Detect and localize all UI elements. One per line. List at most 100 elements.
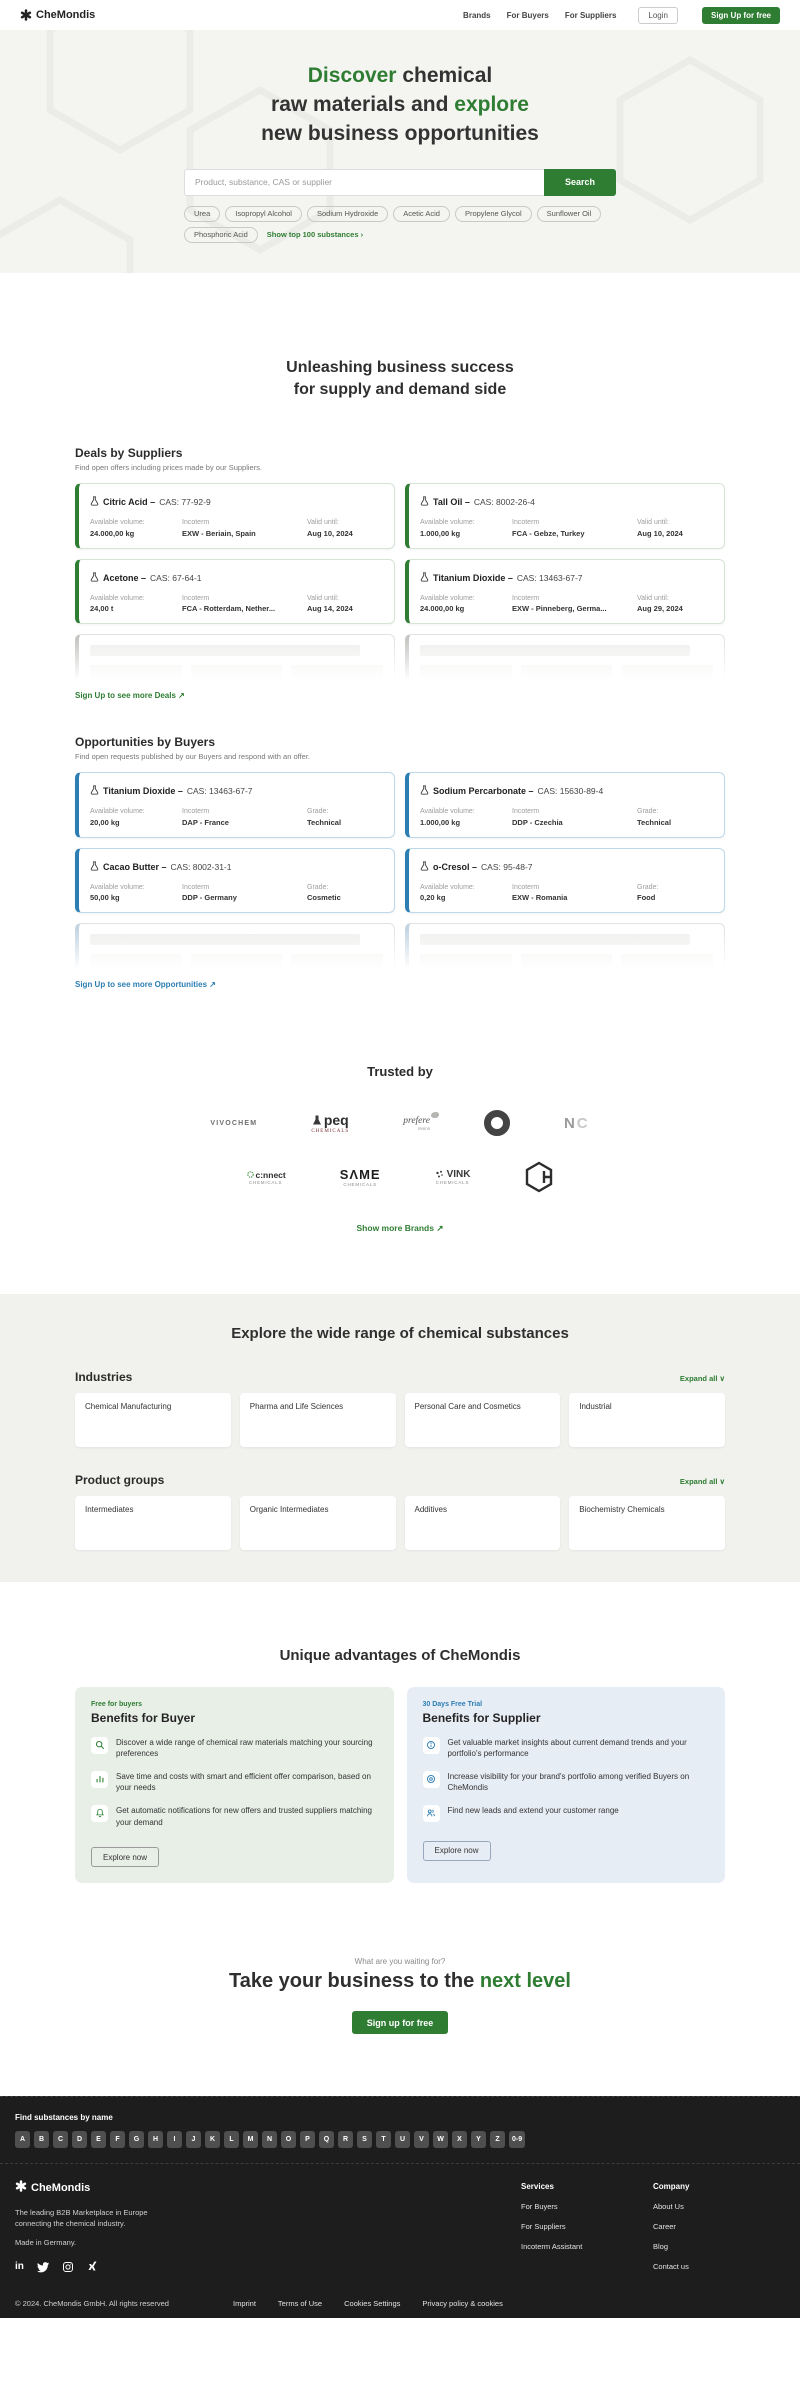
find-substances-label: Find substances by name	[15, 2113, 113, 2123]
footer-legal-link[interactable]: Terms of Use	[277, 2298, 323, 2308]
substance-chip[interactable]: Urea	[184, 205, 221, 222]
footer-service-link[interactable]: For Suppliers	[521, 2222, 566, 2232]
footer-legal-link[interactable]: Imprint	[233, 2298, 256, 2308]
letter-button[interactable]: E	[91, 2131, 106, 2149]
letter-button[interactable]: K	[205, 2131, 220, 2149]
letter-button[interactable]: T	[376, 2131, 391, 2149]
substance-chip[interactable]: Sunflower Oil	[536, 205, 602, 222]
letter-button[interactable]: Q	[319, 2131, 334, 2149]
opportunity-card[interactable]: Titanium Dioxide – CAS: 13463-67-7 Avail…	[75, 772, 395, 838]
brand-logo-ring[interactable]	[483, 1110, 510, 1137]
signup-button[interactable]: Sign Up for free	[701, 6, 780, 24]
show-top-100-link[interactable]: Show top 100 substances ›	[266, 230, 364, 240]
search-icon	[91, 1736, 108, 1754]
deal-card[interactable]: Titanium Dioxide – CAS: 13463-67-7 Avail…	[405, 558, 725, 625]
letter-button[interactable]: Y	[471, 2131, 486, 2149]
footer-legal-link[interactable]: Privacy policy & cookies	[422, 2298, 503, 2308]
letter-button[interactable]: L	[224, 2131, 239, 2149]
industries-expand-all-link[interactable]: Expand all ∨	[679, 1374, 725, 1384]
industry-tile[interactable]: Chemical Manufacturing	[75, 1393, 231, 1448]
footer-legal-link[interactable]: Cookies Settings	[344, 2298, 401, 2308]
see-more-deals-link[interactable]: Sign Up to see more Deals ↗	[75, 691, 185, 701]
supplier-explore-now-button[interactable]: Explore now	[422, 1840, 491, 1861]
buyer-explore-now-button[interactable]: Explore now	[91, 1847, 160, 1868]
footer-logo-icon	[15, 2180, 27, 2195]
letter-button[interactable]: B	[34, 2131, 49, 2149]
footer-company-link[interactable]: About Us	[653, 2202, 684, 2212]
industry-tile[interactable]: Personal Care and Cosmetics	[404, 1393, 561, 1448]
letter-button[interactable]: G	[129, 2131, 144, 2149]
linkedin-icon[interactable]: in	[15, 2261, 24, 2273]
social-links: in	[15, 2261, 521, 2273]
search-input[interactable]	[184, 168, 544, 196]
deal-card[interactable]: Acetone – CAS: 67-64-1 Available volume:…	[75, 558, 395, 625]
see-more-opportunities-link[interactable]: Sign Up to see more Opportunities ↗	[75, 980, 216, 990]
show-more-brands-link[interactable]: Show more Brands ↗	[356, 1223, 444, 1234]
product-group-tile[interactable]: Additives	[404, 1496, 561, 1551]
opportunity-card[interactable]: Sodium Percarbonate – CAS: 15630-89-4 Av…	[405, 772, 725, 838]
footer-service-link[interactable]: For Buyers	[521, 2202, 558, 2212]
nav-item[interactable]: For Suppliers	[564, 10, 617, 20]
opportunities-subtitle: Find open requests published by our Buye…	[75, 752, 311, 762]
footer-company-link[interactable]: Blog	[653, 2242, 669, 2252]
letter-button[interactable]: I	[167, 2131, 182, 2149]
letter-button[interactable]: C	[53, 2131, 68, 2149]
chemondis-logo[interactable]: CheMondis	[20, 9, 95, 21]
deal-card[interactable]: Tall Oil – CAS: 8002-26-4 Available volu…	[405, 483, 725, 549]
flask-icon	[420, 782, 429, 800]
letter-button[interactable]: O	[281, 2131, 296, 2149]
nav-item[interactable]: Brands	[463, 10, 491, 20]
letter-button[interactable]: J	[186, 2131, 201, 2149]
brand-logo-connect-chemicals[interactable]: c:nnect CHEMICALS	[246, 1170, 286, 1185]
substance-chip[interactable]: Acetic Acid	[393, 205, 450, 222]
letter-button[interactable]: D	[72, 2131, 87, 2149]
opportunity-card[interactable]: o-Cresol – CAS: 95-48-7 Available volume…	[405, 847, 725, 914]
cta-signup-button[interactable]: Sign up for free	[351, 2011, 449, 2035]
letter-button[interactable]: Z	[490, 2131, 505, 2149]
product-group-tile[interactable]: Organic Intermediates	[239, 1496, 396, 1551]
opportunity-card[interactable]: Cacao Butter – CAS: 8002-31-1 Available …	[75, 847, 395, 914]
footer-logo[interactable]: CheMondis	[15, 2180, 521, 2195]
letter-button[interactable]: P	[300, 2131, 315, 2149]
letter-button[interactable]: N	[262, 2131, 277, 2149]
letter-button[interactable]: S	[357, 2131, 372, 2149]
brand-logo-nc[interactable]: NC	[563, 1114, 590, 1132]
product-group-tile[interactable]: Intermediates	[75, 1496, 231, 1551]
letter-button[interactable]: W	[433, 2131, 448, 2149]
login-button[interactable]: Login	[638, 6, 678, 24]
industry-tile[interactable]: Industrial	[569, 1393, 725, 1448]
substance-chip[interactable]: Sodium Hydroxide	[306, 205, 389, 222]
twitter-icon[interactable]	[36, 2261, 49, 2273]
brand-logo-vivochem[interactable]: VIVOCHEM	[210, 1119, 258, 1127]
bar-chart-icon	[91, 1770, 108, 1788]
letter-button[interactable]: V	[414, 2131, 429, 2149]
brand-logo-prefere[interactable]: prefere resins	[403, 1111, 439, 1131]
letter-button[interactable]: H	[148, 2131, 163, 2149]
flask-icon	[90, 858, 99, 876]
substance-chip[interactable]: Propylene Glycol	[454, 205, 532, 222]
letter-button[interactable]: X	[452, 2131, 467, 2149]
nav-item[interactable]: For Buyers	[506, 10, 549, 20]
xing-icon[interactable]	[87, 2261, 99, 2273]
substance-chip[interactable]: Phosphoric Acid	[184, 226, 258, 243]
search-button[interactable]: Search	[544, 168, 616, 196]
brand-logo-same[interactable]: SΛME CHEMICALS	[339, 1167, 381, 1188]
footer-service-link[interactable]: Incoterm Assistant	[521, 2242, 583, 2252]
letter-button[interactable]: U	[395, 2131, 410, 2149]
brand-logo-peq[interactable]: peq CHEMICALS	[311, 1112, 350, 1135]
brand-logo-benzene-hexagon[interactable]	[524, 1161, 554, 1193]
letter-button[interactable]: A	[15, 2131, 30, 2149]
letter-button[interactable]: F	[110, 2131, 125, 2149]
letter-button[interactable]: R	[338, 2131, 353, 2149]
product-groups-expand-all-link[interactable]: Expand all ∨	[679, 1477, 725, 1487]
footer-company-link[interactable]: Career	[653, 2222, 676, 2232]
product-group-tile[interactable]: Biochemistry Chemicals	[569, 1496, 725, 1551]
letter-button[interactable]: 0-9	[509, 2131, 526, 2149]
industry-tile[interactable]: Pharma and Life Sciences	[239, 1393, 396, 1448]
substance-chip[interactable]: Isopropyl Alcohol	[225, 205, 302, 222]
brand-logo-vink-chemicals[interactable]: VINK CHEMICALS	[435, 1169, 471, 1186]
instagram-icon[interactable]	[62, 2261, 74, 2273]
letter-button[interactable]: M	[243, 2131, 258, 2149]
deal-card[interactable]: Citric Acid – CAS: 77-92-9 Available vol…	[75, 483, 395, 549]
footer-company-link[interactable]: Contact us	[653, 2262, 689, 2272]
